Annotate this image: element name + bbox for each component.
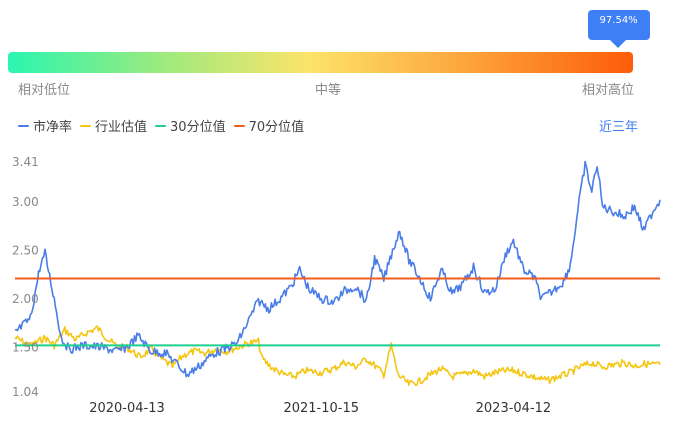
y-axis: 3.41 3.00 2.50 2.00 1.50 1.04	[12, 155, 39, 399]
period-selector-button[interactable]: 近三年	[599, 120, 639, 135]
gauge-mid-label: 中等	[315, 83, 342, 98]
legend-label-p70: 70分位值	[248, 120, 305, 135]
industry-valuation-line	[14, 325, 661, 387]
gauge-low-label: 相对低位	[18, 83, 71, 98]
percentile-tooltip: 97.54%	[587, 10, 650, 48]
legend-item-industry[interactable]: 行业估值	[80, 116, 147, 135]
series-lines	[14, 160, 661, 387]
legend-item-p70[interactable]: 70分位值	[233, 116, 305, 135]
percentile-value: 97.54%	[599, 15, 638, 26]
legend-label-pb: 市净率	[33, 120, 73, 135]
legend-swatch-industry	[80, 124, 92, 127]
legend-swatch-p30	[155, 124, 167, 127]
y-tick-label: 3.00	[12, 195, 39, 209]
x-tick-label: 2020-04-13	[89, 401, 165, 416]
y-tick-label: 3.41	[12, 155, 39, 169]
chart-legend: 市净率 行业估值 30分位值 70分位值	[18, 116, 312, 135]
legend-item-pb[interactable]: 市净率	[18, 116, 72, 135]
legend-swatch-p70	[233, 124, 245, 127]
legend-item-p30[interactable]: 30分位值	[155, 116, 226, 135]
gauge-high-label: 相对高位	[582, 83, 635, 98]
pb-ratio-line	[14, 160, 661, 378]
x-tick-label: 2021-10-15	[283, 401, 359, 416]
valuation-gauge-bar	[8, 52, 633, 73]
reference-lines	[15, 277, 660, 347]
x-axis: 2020-04-13 2021-10-15 2023-04-12	[89, 401, 551, 416]
legend-label-industry: 行业估值	[95, 120, 148, 135]
y-tick-label: 1.50	[12, 340, 39, 354]
y-tick-label: 2.00	[12, 292, 39, 306]
y-tick-label: 1.04	[12, 385, 39, 399]
y-tick-label: 2.50	[12, 243, 39, 257]
legend-label-p30: 30分位值	[170, 120, 226, 135]
legend-swatch-pb	[18, 124, 29, 127]
x-tick-label: 2023-04-12	[476, 401, 552, 416]
